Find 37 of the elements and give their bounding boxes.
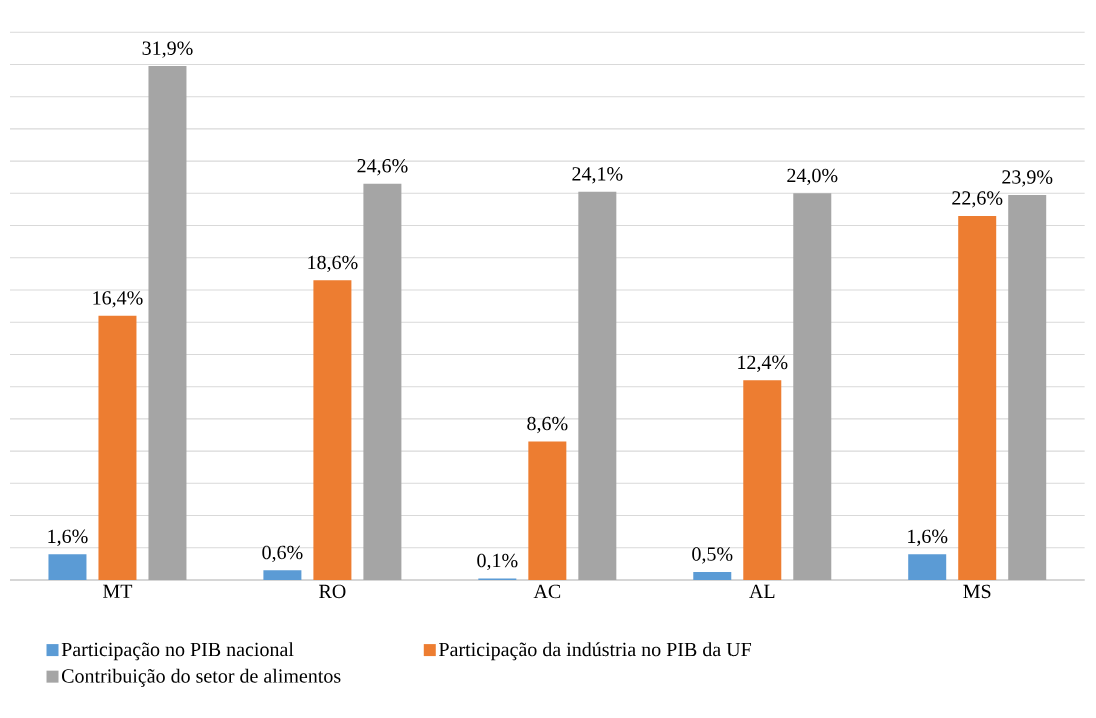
x-tick-label: AC — [533, 584, 561, 599]
legend-label: Participação no PIB nacional — [61, 642, 294, 661]
data-label: 1,6% — [908, 529, 948, 546]
x-tick-label: MS — [963, 584, 991, 599]
data-label: 24,6% — [357, 159, 408, 176]
bar — [578, 191, 617, 580]
bar — [958, 215, 997, 580]
bar — [793, 193, 832, 580]
bar — [48, 554, 87, 580]
data-label: 24,0% — [787, 168, 838, 186]
bar — [148, 66, 187, 580]
x-tick-label: RO — [319, 584, 346, 599]
data-label: 1,6% — [48, 529, 88, 546]
legend-label: Contribuição do setor de alimentos — [61, 668, 341, 687]
bar — [98, 315, 137, 580]
data-label: 16,4% — [93, 291, 143, 308]
bar — [693, 571, 732, 580]
data-label: 18,6% — [308, 255, 358, 273]
bar — [313, 280, 352, 580]
data-label: 23,9% — [1002, 170, 1053, 187]
bar — [528, 441, 567, 580]
legend-label: Participação da indústria no PIB da UF — [439, 642, 752, 661]
data-label: 0,1% — [477, 553, 518, 571]
bar — [1008, 194, 1047, 580]
data-label: 22,6% — [952, 191, 1003, 208]
bar — [908, 554, 947, 580]
bar — [363, 183, 402, 580]
data-label: 0,5% — [692, 547, 733, 564]
data-label: 8,6% — [527, 416, 568, 434]
data-label: 24,1% — [572, 167, 623, 184]
x-tick-label: AL — [749, 584, 775, 598]
bar — [263, 570, 302, 580]
x-tick-label: MT — [103, 584, 133, 598]
bar — [743, 380, 782, 580]
data-label: 0,6% — [262, 545, 303, 563]
data-label: 12,4% — [738, 355, 788, 372]
data-label: 31,9% — [142, 41, 193, 58]
